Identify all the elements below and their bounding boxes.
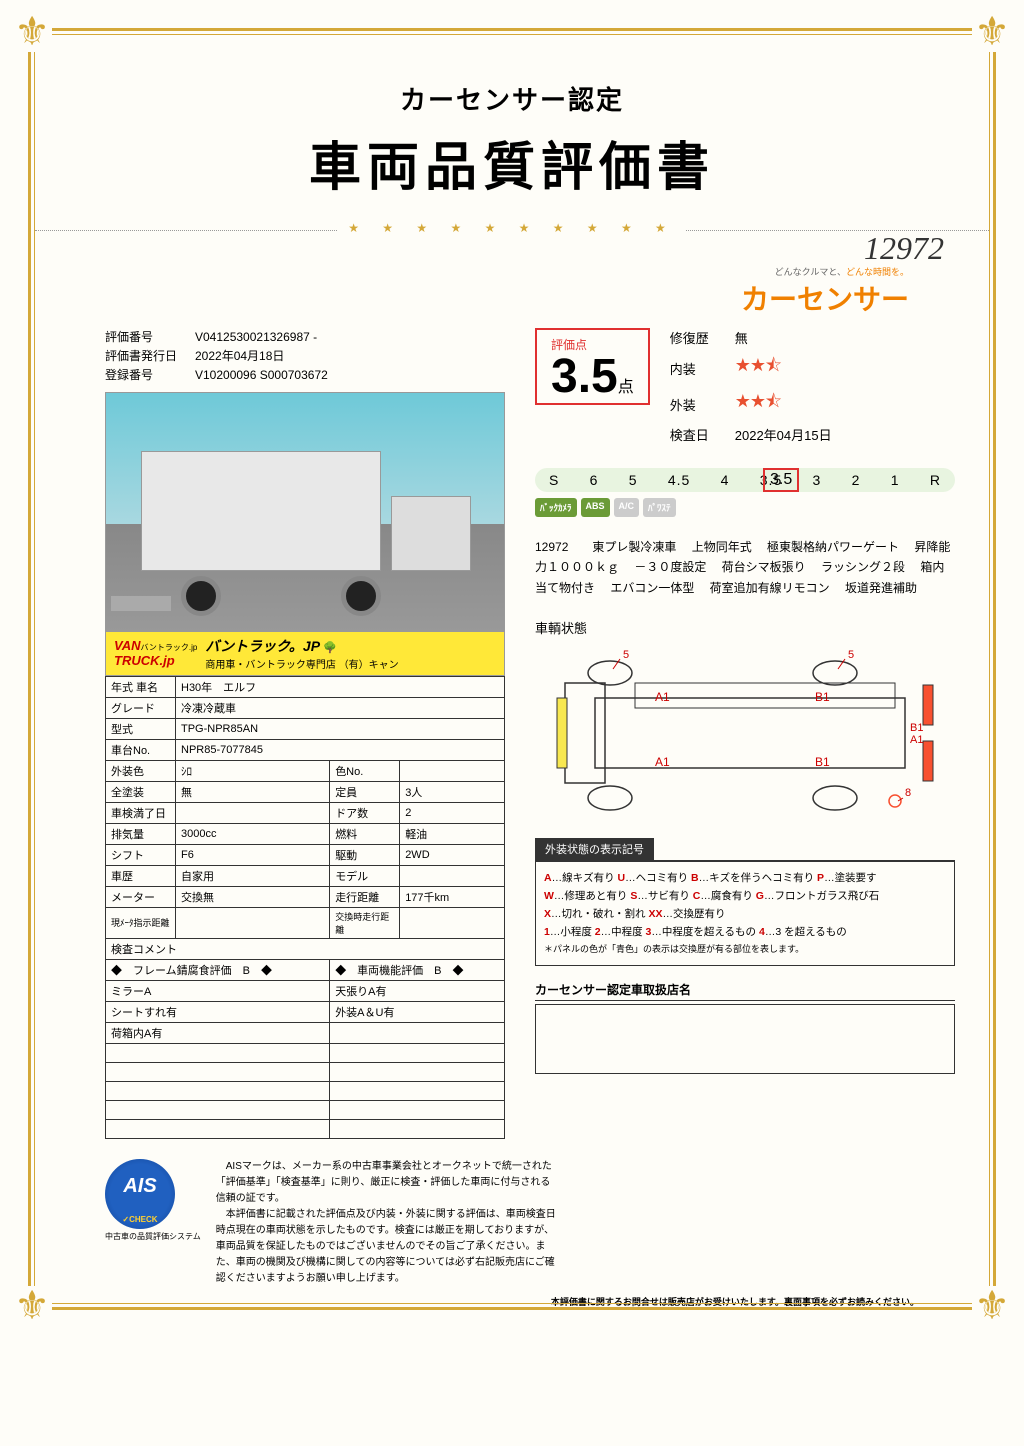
- score-box: 評価点 3.5点 修復歴無 内装★★⯪ 外装★★⯪ 検査日2022年04月15日: [535, 328, 955, 450]
- dealer-title: カーセンサー認定車取扱店名: [535, 981, 955, 1001]
- right-column: 評価点 3.5点 修復歴無 内装★★⯪ 外装★★⯪ 検査日2022年04月15日…: [535, 328, 955, 1139]
- ais-logo-container: AIS ✓CHECK 中古車の品質評価システム: [105, 1159, 201, 1242]
- footnote: 本評価書に関するお問合せは販売店がお受けいたします。裏面事項を必ずお読みください…: [35, 1295, 989, 1308]
- description: 12972 東プレ製冷凍車 上物同年式 極東製格納パワーゲート 昇降能力１０００…: [535, 537, 955, 598]
- ais-logo: AIS ✓CHECK: [105, 1159, 175, 1229]
- score-value: 3.5: [551, 350, 618, 403]
- tagline-left: どんなクルマと、: [775, 267, 846, 277]
- diagram-title: 車輌状態: [535, 618, 955, 637]
- divider: ★ ★ ★ ★ ★ ★ ★ ★ ★ ★: [35, 230, 989, 245]
- legend-body: A…線キズ有り U…ヘコミ有り B…キズを伴うヘコミ有り P…塗装要す W…修理…: [535, 860, 955, 966]
- inspect-date: 2022年04月15日: [735, 425, 832, 444]
- svg-text:A1: A1: [655, 755, 670, 769]
- certificate-page: ⚜ ⚜ ⚜ ⚜ カーセンサー認定 車両品質評価書 12972 ★ ★ ★ ★ ★…: [0, 0, 1024, 1338]
- svg-text:B1: B1: [815, 755, 830, 769]
- ais-check: ✓CHECK: [105, 1216, 175, 1224]
- svg-text:B1: B1: [910, 722, 923, 734]
- corner-br: ⚜: [972, 1286, 1012, 1326]
- ais-sub: 中古車の品質評価システム: [105, 1231, 201, 1242]
- repair-value: 無: [735, 328, 748, 347]
- reg-no: V10200096 S000703672: [195, 366, 328, 385]
- badge: ﾊﾞｯｸｶﾒﾗ: [535, 498, 577, 517]
- corner-tl: ⚜: [12, 12, 52, 52]
- brand-area: どんなクルマと、どんな時間を。 カーセンサー: [35, 265, 909, 318]
- legend: 外装状態の表示記号 A…線キズ有り U…ヘコミ有り B…キズを伴うヘコミ有り P…: [535, 838, 955, 966]
- footer-text: AISマークは、メーカー系の中古車事業会社とオークネットで統一された「評価基準」…: [216, 1159, 556, 1287]
- truck-illustration: [141, 451, 471, 606]
- svg-text:5: 5: [623, 649, 629, 661]
- issue-date: 2022年04月18日: [195, 347, 284, 366]
- reg-label: 登録番号: [105, 366, 195, 385]
- meta-block: 評価番号V0412530021326987 - 評価書発行日2022年04月18…: [105, 328, 505, 386]
- score-frame: 評価点 3.5点: [535, 328, 650, 405]
- rating-scale: S 6 5 4.5 4 3.5 3 2 1 R 3.5: [535, 468, 955, 492]
- vehicle-photo: [105, 392, 505, 632]
- score-unit: 点: [618, 379, 634, 396]
- feature-badges: ﾊﾞｯｸｶﾒﾗ ABS A/C ﾊﾟﾜｽﾃ: [535, 498, 955, 517]
- eval-no: V0412530021326987 -: [195, 328, 317, 347]
- left-column: 評価番号V0412530021326987 - 評価書発行日2022年04月18…: [105, 328, 505, 1139]
- spec-label: 年式 車名: [106, 676, 176, 697]
- badge: A/C: [614, 498, 640, 517]
- corner-tr: ⚜: [972, 12, 1012, 52]
- subtitle: カーセンサー認定: [35, 80, 989, 117]
- spec-table: 年式 車名H30年 エルフ グレード冷凍冷蔵車 型式TPG-NPR85AN 車台…: [105, 676, 505, 1139]
- badge: ABS: [581, 498, 610, 517]
- spec-value: H30年 エルフ: [176, 676, 505, 697]
- brand-logo: カーセンサー: [35, 278, 909, 318]
- header: カーセンサー認定 車両品質評価書: [35, 80, 989, 200]
- svg-text:5: 5: [848, 649, 854, 661]
- eval-no-label: 評価番号: [105, 328, 195, 347]
- legend-note: ＊パネルの色が「青色」の表示は交換歴が有る部位を表します。: [544, 942, 946, 957]
- tagline-right: どんな時間を。: [846, 267, 909, 277]
- banner-logo: VANバントラック.jp TRUCK.jp: [114, 638, 197, 668]
- issue-label: 評価書発行日: [105, 347, 195, 366]
- brand-tagline: どんなクルマと、どんな時間を。: [35, 265, 909, 278]
- interior-stars: ★★⯪: [735, 353, 781, 383]
- corner-bl: ⚜: [12, 1286, 52, 1326]
- mark-a1: A1: [655, 690, 670, 704]
- footer: AIS ✓CHECK 中古車の品質評価システム AISマークは、メーカー系の中古…: [35, 1159, 989, 1287]
- badge: ﾊﾟﾜｽﾃ: [643, 498, 676, 517]
- legend-title: 外装状態の表示記号: [535, 838, 654, 860]
- svg-text:A1: A1: [910, 734, 923, 746]
- exterior-stars: ★★⯪: [735, 389, 781, 419]
- scale-highlight: 3.5: [763, 468, 799, 492]
- vehicle-diagram: A1 B1 A1 B1 B1 A1 5 5 8: [535, 643, 955, 823]
- dealer-box: [535, 1004, 955, 1074]
- banner-text: バントラック。JP 🌳 商用車・バントラック専門店 （有）キャン: [205, 636, 398, 671]
- score-details: 修復歴無 内装★★⯪ 外装★★⯪ 検査日2022年04月15日: [670, 328, 832, 450]
- photo-banner: VANバントラック.jp TRUCK.jp バントラック。JP 🌳 商用車・バン…: [105, 632, 505, 676]
- mark-b1: B1: [815, 690, 830, 704]
- title: 車両品質評価書: [35, 125, 989, 200]
- svg-text:8: 8: [905, 787, 911, 799]
